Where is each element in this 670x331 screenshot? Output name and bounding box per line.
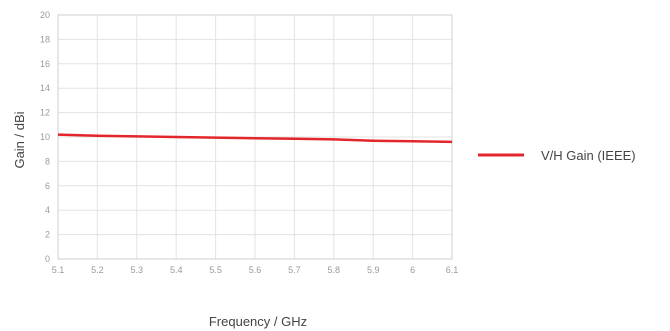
y-tick-labels: 0 2 4 6 8 10 12 14 16 18 20 bbox=[40, 10, 50, 264]
plot-frame bbox=[57, 14, 453, 260]
y-tick-label: 6 bbox=[45, 181, 50, 191]
y-tick-label: 16 bbox=[40, 59, 50, 69]
x-tick-label: 5.5 bbox=[209, 265, 222, 275]
x-tick-label: 5.6 bbox=[249, 265, 262, 275]
x-tick-label: 5.3 bbox=[131, 265, 144, 275]
legend-label: V/H Gain (IEEE) bbox=[541, 148, 636, 163]
x-tick-label: 5.1 bbox=[52, 265, 65, 275]
y-tick-label: 2 bbox=[45, 230, 50, 240]
y-tick-label: 4 bbox=[45, 205, 50, 215]
x-tick-label: 6 bbox=[410, 265, 415, 275]
x-axis-label: Frequency / GHz bbox=[209, 314, 307, 329]
y-tick-label: 12 bbox=[40, 108, 50, 118]
x-tick-label: 5.9 bbox=[367, 265, 380, 275]
y-tick-label: 14 bbox=[40, 83, 50, 93]
series-line-0 bbox=[57, 133, 453, 144]
y-tick-label: 18 bbox=[40, 34, 50, 44]
x-tick-label: 6.1 bbox=[446, 265, 459, 275]
y-tick-label: 8 bbox=[45, 156, 50, 166]
legend: V/H Gain (IEEE) bbox=[478, 148, 636, 163]
series-lines bbox=[57, 133, 453, 144]
x-tick-label: 5.8 bbox=[328, 265, 341, 275]
x-tick-label: 5.2 bbox=[91, 265, 104, 275]
y-axis-label: Gain / dBi bbox=[12, 111, 27, 168]
y-tick-label: 0 bbox=[45, 254, 50, 264]
x-tick-label: 5.7 bbox=[288, 265, 301, 275]
x-tick-labels: 5.1 5.2 5.3 5.4 5.5 5.6 5.7 5.8 5.9 6 6.1 bbox=[52, 265, 459, 275]
x-tick-label: 5.4 bbox=[170, 265, 183, 275]
y-tick-label: 10 bbox=[40, 132, 50, 142]
y-tick-label: 20 bbox=[40, 10, 50, 20]
